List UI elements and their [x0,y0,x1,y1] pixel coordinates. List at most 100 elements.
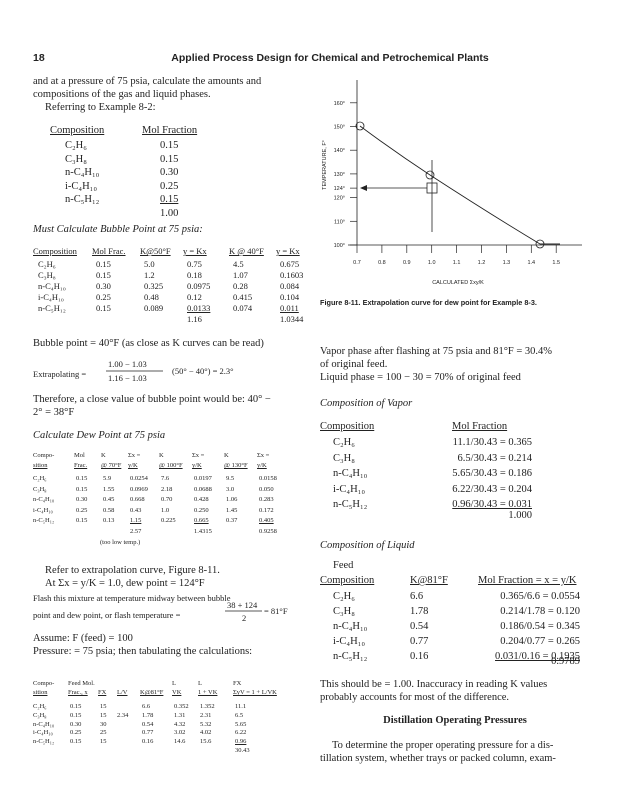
figure-label: 150° [334,125,345,131]
figure-label: 140° [334,148,345,154]
cell: 2.34 [117,712,129,719]
cell: 0.172 [259,506,274,514]
paragraph-line: This should be = 1.00. Inaccuracy in rea… [320,679,548,690]
column-header: @ 70°F [101,462,122,469]
cell: 1.07 [233,270,248,280]
cell: 5.9 [103,475,112,482]
cell: 1.15 [130,517,142,524]
cell: 0.0158 [259,475,277,482]
page-number: 18 [33,52,45,64]
cell: n-C₄H₁₀ [38,281,66,291]
column-header: Mol Fraction [452,421,508,432]
column-header: Composition [320,421,375,432]
cell: 4.02 [200,729,212,737]
formula: (50° − 40°) = 2.3° [172,366,234,376]
cell: 25 [100,729,107,737]
cell: 0.283 [259,496,274,503]
cell: 1.55 [103,485,115,493]
cell: n-C₅H₁₂ [38,303,66,313]
column-header: Feed [333,560,354,571]
column-header: FX [233,680,242,687]
cell: 0.011 [280,303,299,313]
cell: n-C₅H₁₂ [333,499,368,510]
cell: 0.428 [194,496,209,503]
cell: 0.15 [96,270,111,280]
figure-label: 1.1 [453,260,461,266]
paragraph-line: At Σx = y/K = 1.0, dew point = 124°F [45,578,205,589]
total: 0.9789 [551,656,580,667]
cell: n-C₅H₁₂ [33,738,55,746]
cell: i-C₄H₁₀ [33,729,53,737]
paragraph-line: probably accounts for most of the differ… [320,692,510,703]
column-header: y = Kx [183,246,207,256]
cell: C₃H₈ [33,711,47,719]
cell: C₂H₆ [333,591,355,602]
column-header: K [224,452,229,459]
cell: C₂H₆ [38,259,56,269]
cell: 1.06 [226,496,238,503]
total: 30.43 [235,747,250,754]
cell: n-C₄H₁₀ [33,496,55,503]
cell: 0.15 [76,485,88,493]
cell: 0.089 [144,303,164,313]
figure-label: 1.4 [527,260,535,266]
total: 0.9258 [259,528,277,535]
column-header: ΣyV = 1 + L/VK [233,689,277,696]
cell: 0.405 [259,517,274,524]
cell: 0.665 [194,517,209,524]
cell: 0.15 [160,140,179,151]
cell: 5.32 [200,720,212,728]
point [355,121,365,131]
formula: 1.16 − 1.03 [108,373,147,383]
cell: 0.25 [160,180,179,192]
figure-label: 120° [334,196,345,202]
column-header: Mol Fraction = x = y/K [478,575,577,586]
cell: 0.54 [410,621,429,632]
cell: 0.15 [76,517,88,524]
cell: C₂H₆ [33,703,47,710]
cell: 0.031/0.16 = 0.1935 [495,651,580,662]
cell: 1.0 [161,506,170,514]
column-header: L [172,680,176,687]
cell: 0.050 [259,485,274,493]
cell: 15 [100,738,107,746]
cell: n-C₄H₁₀ [33,720,55,728]
cell: 0.15 [96,259,111,269]
column-header: Mol Frac. [92,246,126,256]
column-header: Composition [33,246,77,256]
column-header: VK [172,689,182,696]
figure-label: 0.8 [378,260,386,266]
formula: 38 + 124 [227,600,258,610]
column-header: Composition [50,125,105,136]
column-header: 1 + VK [198,689,218,696]
section-heading: Distillation Operating Pressures [383,715,527,726]
cell: i-C₄H₁₀ [38,292,64,302]
total: 2.57 [130,528,142,535]
column-header: K@50°F [140,246,171,256]
cell: 0.96/30.43 = 0.031 [452,499,532,510]
cell: C₃H₈ [65,153,87,165]
cell: 0.30 [70,720,82,728]
figure-caption: Figure 8-11. Extrapolation curve for dew… [320,298,537,307]
column-header: Σx = [192,452,205,459]
figure-label: 0.7 [353,260,361,266]
cell: 9.5 [226,475,235,482]
point [535,239,545,249]
cell: 0.37 [226,517,238,524]
column-header: Feed Mol. [68,680,95,687]
cell: 0.28 [233,281,248,291]
cell: 0.48 [144,292,159,302]
cell: 0.13 [103,517,115,524]
column-header: Compo- [33,680,55,687]
cell: 0.0969 [130,485,148,493]
cell: 0.214/1.78 = 0.120 [500,606,580,617]
cell: 0.16 [142,738,154,746]
column-header: K [159,452,164,459]
cell: 0.25 [96,292,111,302]
cell: 4.32 [174,720,186,728]
cell: 0.96 [235,738,247,746]
figure-label: 1.3 [503,260,511,266]
cell: 0.415 [233,292,253,302]
running-title: Applied Process Design for Chemical and … [171,52,489,64]
